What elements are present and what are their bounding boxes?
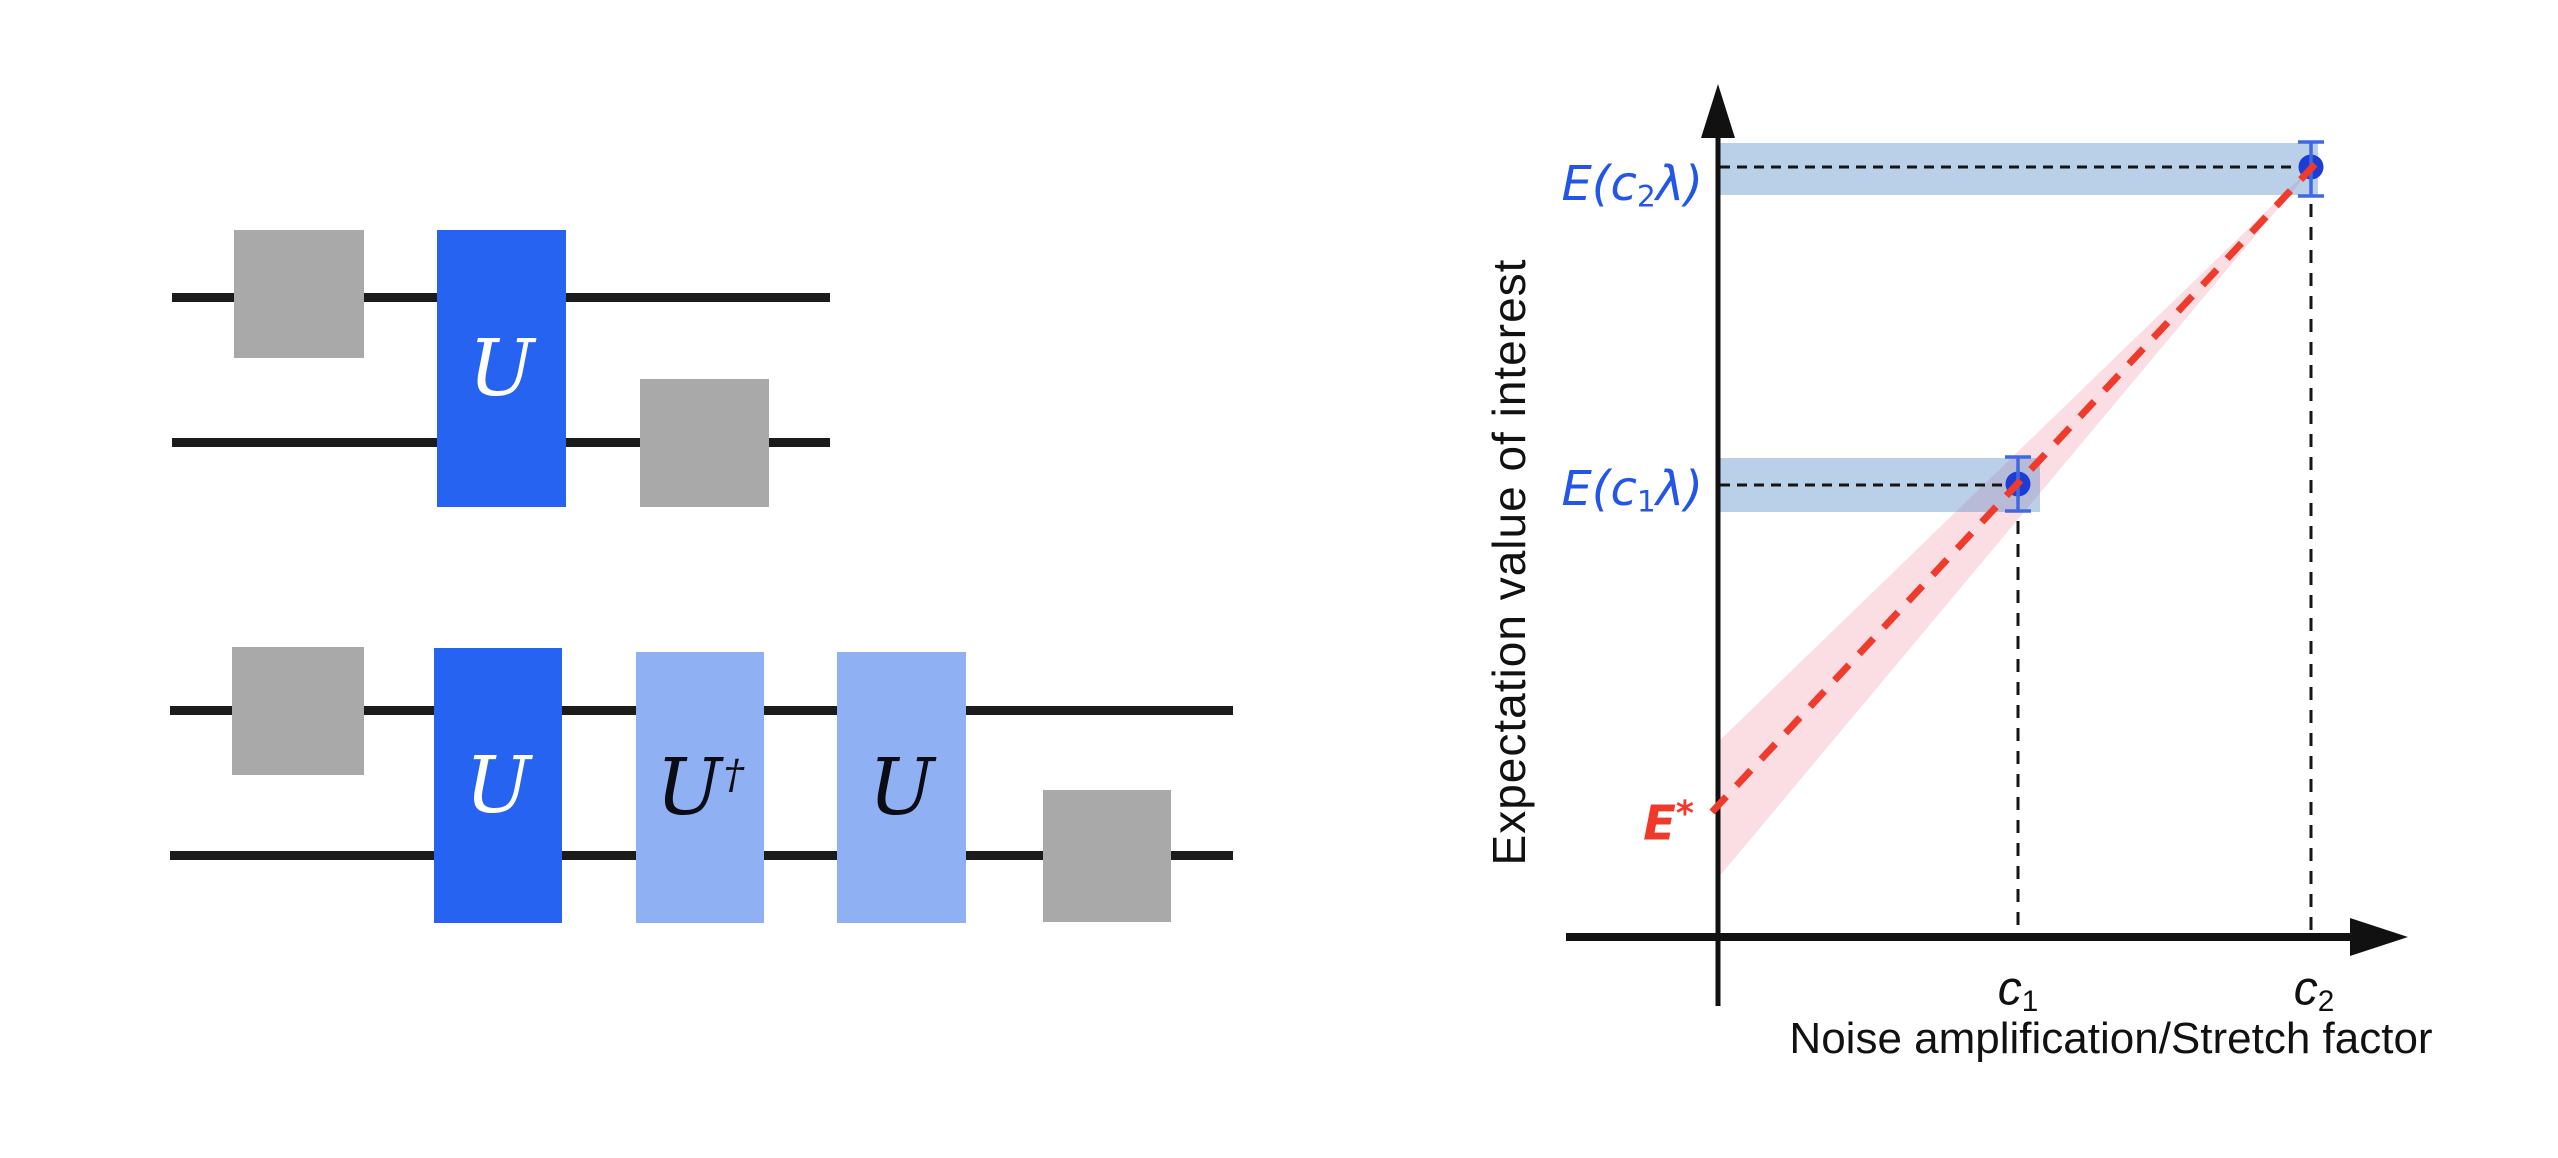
x-axis-arrow-icon xyxy=(2350,918,2408,956)
gate-label-u: U xyxy=(468,323,535,414)
noise-gate xyxy=(1043,790,1171,922)
unitary-gate-u: U xyxy=(437,230,566,507)
y-axis-title: Expectation value of interest xyxy=(1483,258,1535,866)
label-e-star: E* xyxy=(1643,793,1694,852)
extrapolation-confidence-fan xyxy=(1718,163,2316,878)
unitary-gate-u: U xyxy=(434,648,562,923)
gate-label-u-dagger: U† xyxy=(655,742,745,833)
label-e-c1: E(c1λ) xyxy=(1561,460,1703,520)
x-tick-c2: c2 xyxy=(2293,962,2335,1018)
extrapolation-fit-line xyxy=(1709,158,2321,815)
uncertainty-band-c2 xyxy=(1718,143,2318,195)
noise-gate xyxy=(232,647,364,775)
x-axis-title: Noise amplification/Stretch factor xyxy=(1789,1014,2433,1063)
extrapolation-plot xyxy=(1566,84,2408,1006)
unitary-gate-u-dagger: U† xyxy=(636,652,764,923)
noise-gate xyxy=(640,379,769,507)
label-e-c2: E(c2λ) xyxy=(1561,155,1703,215)
noise-gate xyxy=(234,230,364,358)
gate-label-u: U xyxy=(465,740,531,831)
unitary-gate-u: U xyxy=(837,652,966,923)
x-tick-c1: c1 xyxy=(1997,962,2039,1018)
dagger-icon: † xyxy=(723,750,745,799)
y-axis-arrow-icon xyxy=(1701,84,1735,138)
gate-label-u: U xyxy=(868,742,935,833)
